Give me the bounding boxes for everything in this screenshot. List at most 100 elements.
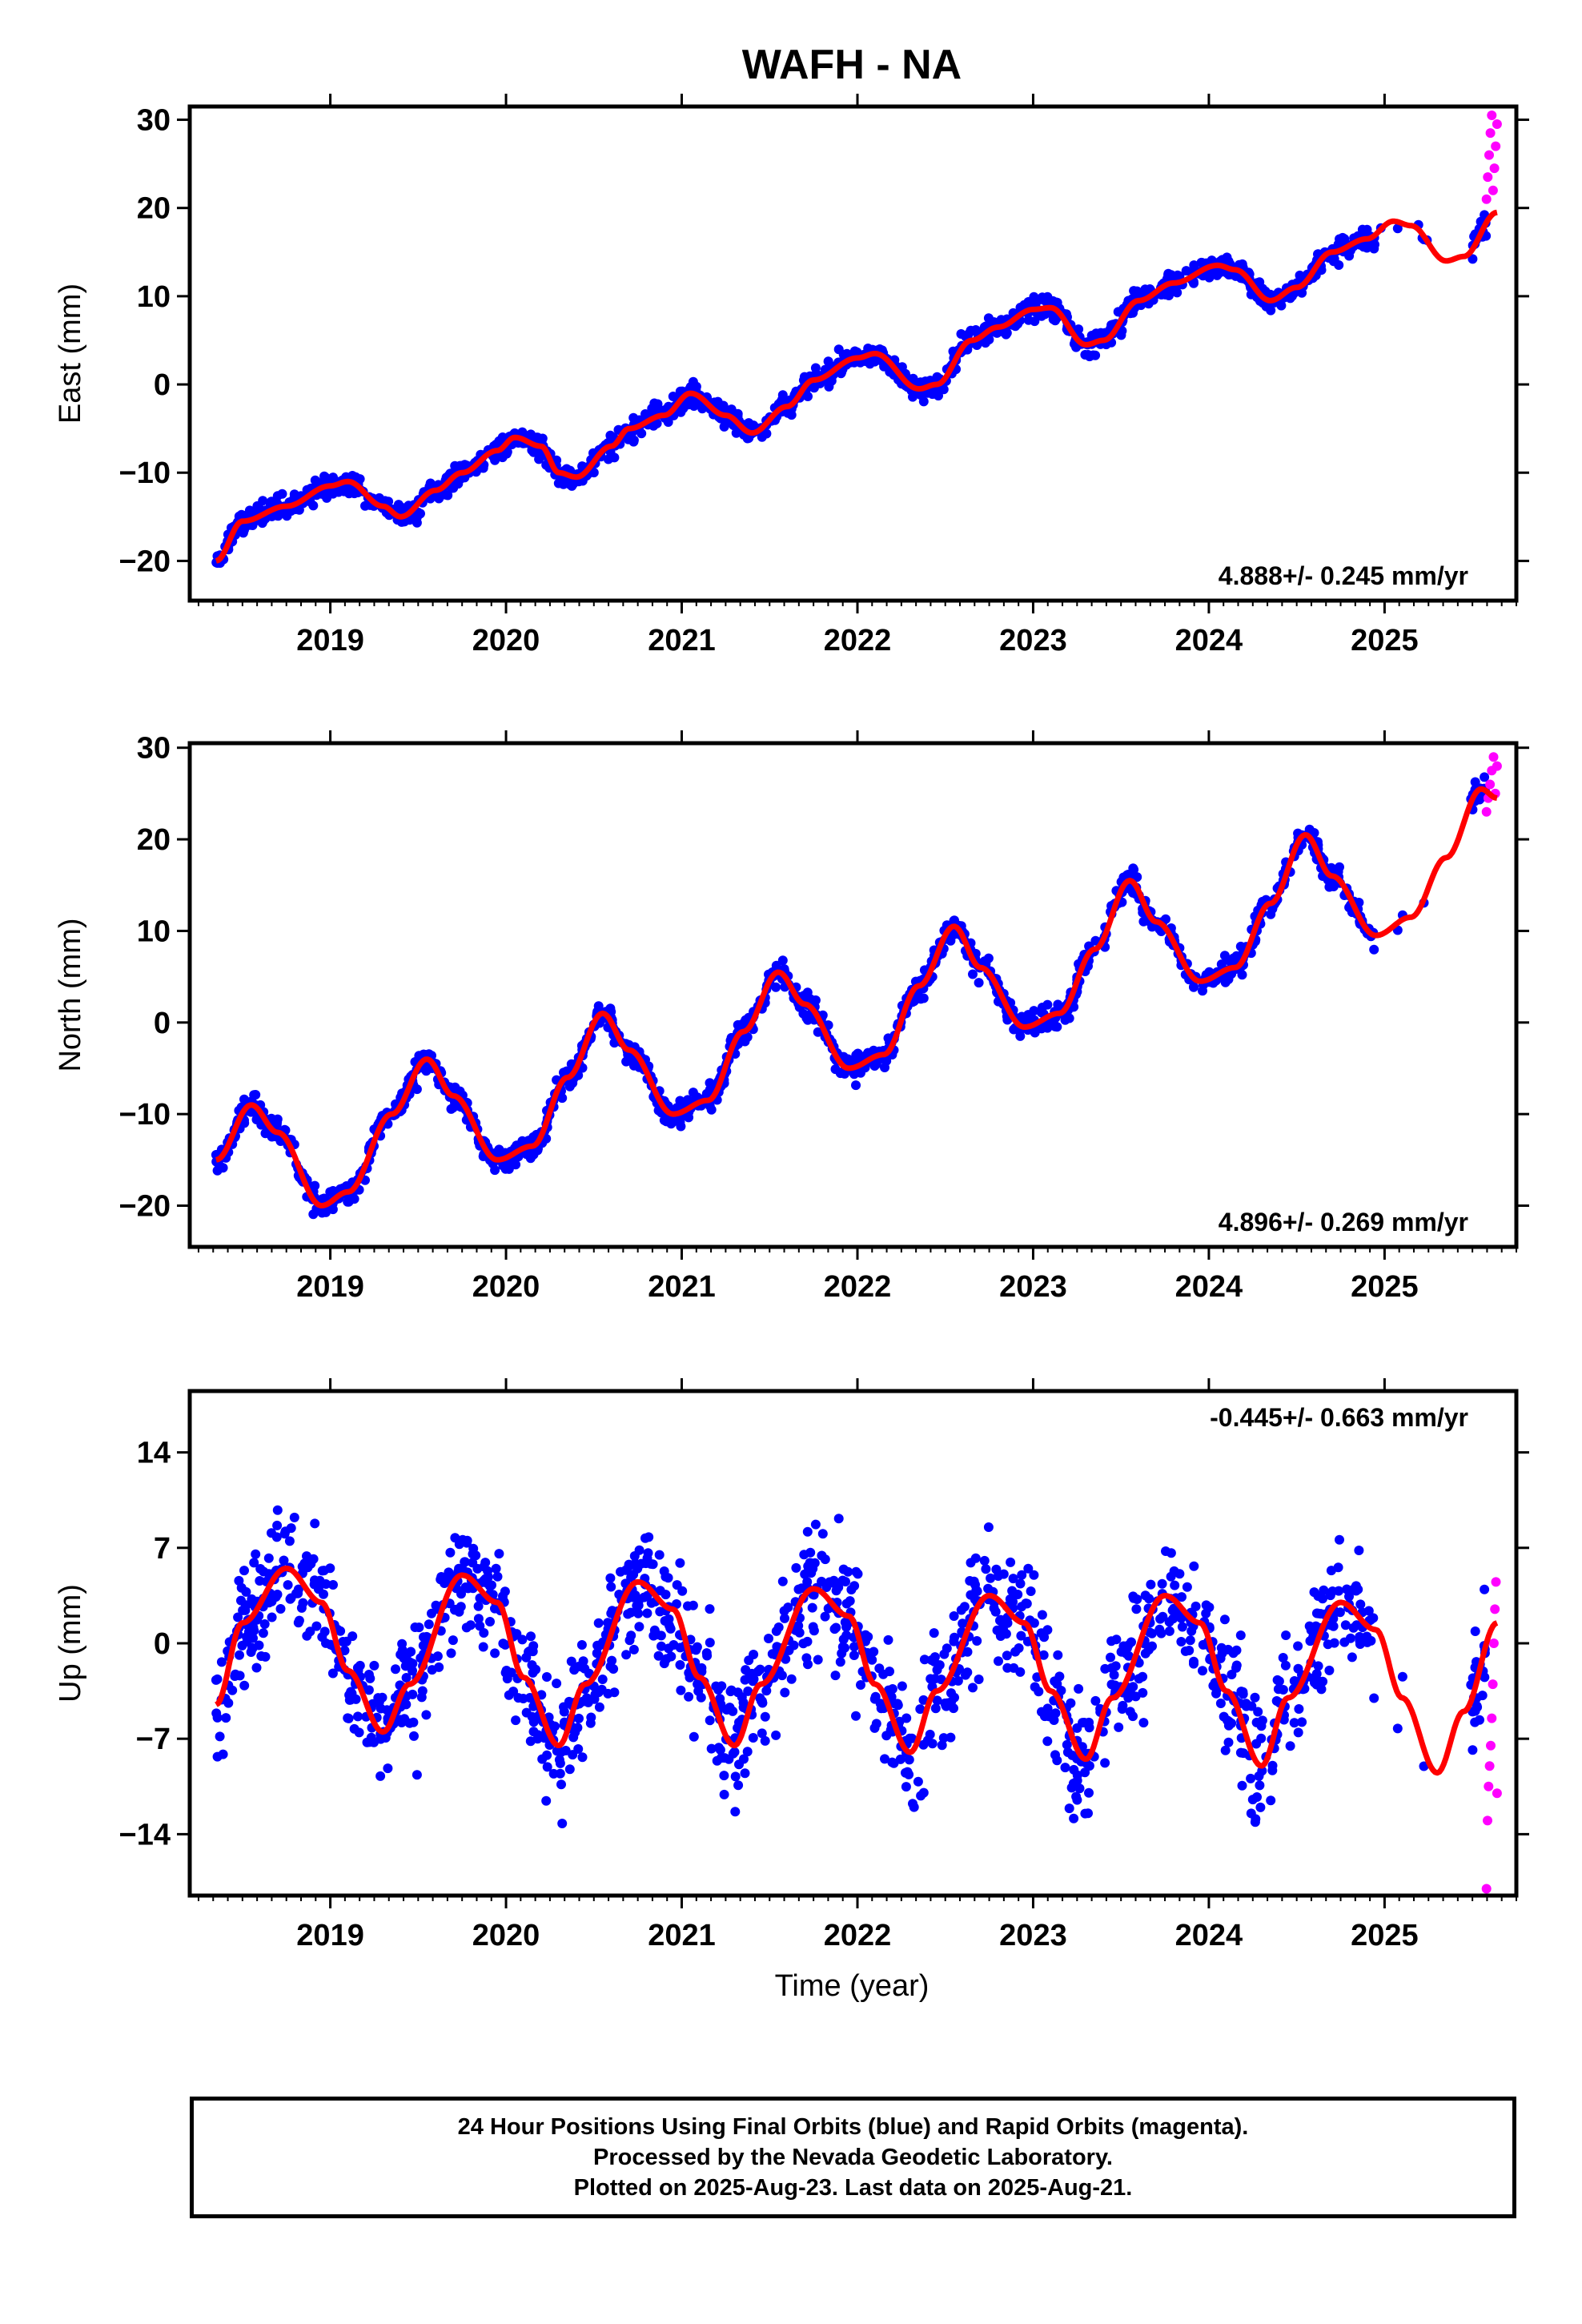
final-orbit-point bbox=[901, 1713, 912, 1723]
final-orbit-point bbox=[1042, 1703, 1053, 1714]
final-orbit-point bbox=[730, 1771, 741, 1782]
final-orbit-point bbox=[432, 1651, 443, 1662]
final-orbit-point bbox=[838, 1564, 849, 1574]
final-orbit-point bbox=[1016, 1630, 1026, 1641]
x-tick-label: 2019 bbox=[296, 1270, 364, 1304]
final-orbit-point bbox=[813, 1027, 823, 1037]
final-orbit-point bbox=[492, 1571, 503, 1582]
final-orbit-point bbox=[1189, 260, 1199, 271]
final-orbit-point bbox=[528, 1148, 539, 1157]
final-orbit-point bbox=[1064, 1803, 1074, 1814]
final-orbit-point bbox=[1122, 870, 1132, 880]
final-orbit-point bbox=[353, 1711, 363, 1722]
final-orbit-point bbox=[1147, 1641, 1157, 1651]
final-orbit-point bbox=[705, 1638, 715, 1648]
final-orbit-point bbox=[998, 1619, 1009, 1630]
plot-area bbox=[211, 111, 1502, 568]
final-orbit-point bbox=[251, 1549, 261, 1559]
final-orbit-point bbox=[472, 1563, 483, 1574]
final-orbit-point bbox=[740, 1675, 750, 1685]
final-orbit-point bbox=[807, 1602, 817, 1613]
rate-label: 4.896+/- 0.269 mm/yr bbox=[1219, 1208, 1468, 1236]
final-orbit-point bbox=[1369, 944, 1379, 955]
final-orbit-point bbox=[810, 1519, 821, 1530]
final-orbit-point bbox=[803, 1659, 813, 1670]
final-orbit-point bbox=[267, 1612, 277, 1622]
final-orbit-point bbox=[838, 1634, 849, 1645]
final-orbit-point bbox=[527, 1660, 537, 1671]
final-orbit-point bbox=[1054, 1671, 1065, 1682]
final-orbit-point bbox=[833, 1514, 844, 1524]
final-orbit-point bbox=[946, 1688, 956, 1699]
final-orbit-point bbox=[1345, 1633, 1355, 1643]
final-orbit-point bbox=[556, 1779, 566, 1790]
final-orbit-point bbox=[542, 1762, 552, 1772]
final-orbit-point bbox=[1066, 1698, 1076, 1708]
x-tick-label: 2024 bbox=[1175, 624, 1243, 657]
y-axis-label: Up (mm) bbox=[54, 1584, 87, 1703]
final-orbit-point bbox=[306, 1558, 316, 1569]
final-orbit-point bbox=[1273, 1684, 1283, 1695]
x-axis-label: Time (year) bbox=[775, 1969, 930, 2003]
final-orbit-point bbox=[249, 1626, 259, 1636]
rapid-orbit-point bbox=[1486, 1740, 1496, 1751]
final-orbit-point bbox=[1106, 1636, 1117, 1647]
final-orbit-point bbox=[573, 1744, 584, 1754]
rapid-orbit-point bbox=[1487, 111, 1497, 120]
final-orbit-point bbox=[1254, 1771, 1264, 1781]
final-orbit-point bbox=[813, 1655, 823, 1665]
final-orbit-point bbox=[880, 1754, 889, 1764]
final-orbit-point bbox=[1060, 1015, 1070, 1025]
final-orbit-point bbox=[285, 1594, 295, 1604]
final-orbit-point bbox=[564, 1764, 575, 1775]
final-orbit-point bbox=[791, 1562, 801, 1573]
final-orbit-point bbox=[1144, 1594, 1154, 1604]
final-orbit-point bbox=[719, 1789, 729, 1799]
final-orbit-point bbox=[984, 335, 994, 344]
final-orbit-point bbox=[427, 1608, 436, 1618]
final-orbit-point bbox=[1177, 1622, 1187, 1632]
final-orbit-point bbox=[1083, 350, 1093, 360]
final-orbit-point bbox=[992, 1625, 1002, 1635]
final-orbit-point bbox=[1039, 295, 1050, 305]
final-orbit-point bbox=[328, 1580, 338, 1590]
final-orbit-point bbox=[1189, 982, 1199, 992]
final-orbit-point bbox=[1470, 1706, 1480, 1716]
final-orbit-point bbox=[946, 1732, 956, 1743]
final-orbit-point bbox=[1318, 1676, 1328, 1687]
final-orbit-point bbox=[504, 1690, 514, 1700]
final-orbit-point bbox=[391, 1664, 400, 1675]
final-orbit-point bbox=[1129, 1593, 1139, 1603]
final-orbit-point bbox=[1062, 1747, 1073, 1757]
x-tick-label: 2019 bbox=[296, 624, 364, 657]
y-tick-label: 0 bbox=[154, 1627, 171, 1661]
final-orbit-point bbox=[1239, 1748, 1248, 1759]
final-orbit-point bbox=[412, 1770, 422, 1780]
final-orbit-point bbox=[1470, 777, 1480, 787]
y-tick-label: 0 bbox=[154, 1007, 171, 1040]
y-tick-label: 7 bbox=[154, 1532, 171, 1566]
final-orbit-point bbox=[1114, 1722, 1124, 1732]
final-orbit-point bbox=[764, 1634, 773, 1643]
final-orbit-point bbox=[705, 1604, 715, 1614]
final-orbit-point bbox=[938, 1733, 949, 1743]
final-orbit-point bbox=[1313, 1591, 1323, 1601]
final-orbit-point bbox=[849, 1581, 860, 1591]
final-orbit-point bbox=[593, 1618, 604, 1628]
final-orbit-point bbox=[1344, 251, 1355, 261]
final-orbit-point bbox=[1019, 1014, 1030, 1024]
final-orbit-point bbox=[1029, 1570, 1039, 1580]
final-orbit-point bbox=[983, 1522, 994, 1532]
final-orbit-point bbox=[733, 408, 743, 419]
final-orbit-point bbox=[1278, 1653, 1288, 1663]
final-orbit-point bbox=[1470, 1717, 1480, 1727]
final-orbit-point bbox=[1176, 1637, 1186, 1647]
rapid-orbit-point bbox=[1490, 1604, 1500, 1614]
final-orbit-point bbox=[263, 1553, 274, 1563]
final-orbit-point bbox=[749, 1650, 759, 1659]
final-orbit-point bbox=[212, 1751, 223, 1762]
final-orbit-point bbox=[926, 1674, 936, 1684]
final-orbit-point bbox=[416, 1692, 427, 1703]
final-orbit-point bbox=[552, 1746, 562, 1756]
final-orbit-point bbox=[564, 1081, 575, 1092]
